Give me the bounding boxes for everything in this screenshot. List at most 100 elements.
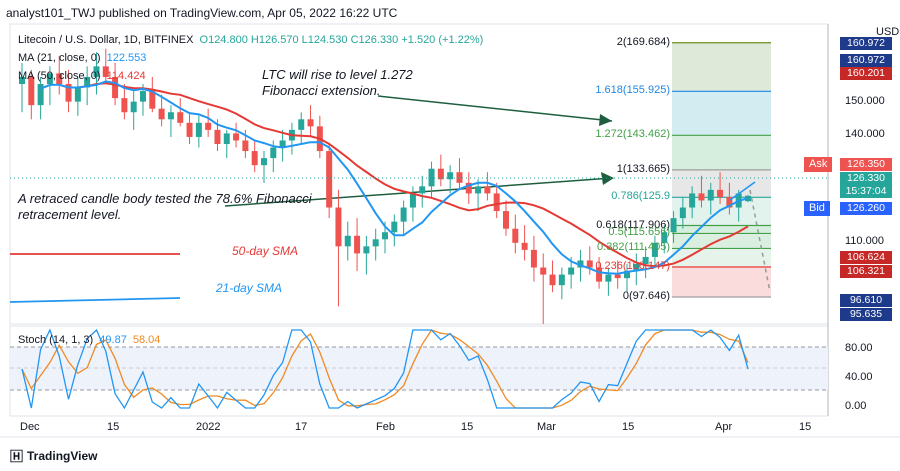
sma21-sample-line xyxy=(9,297,181,303)
candle-body xyxy=(382,232,388,240)
candle-body xyxy=(46,73,53,84)
time-tick: Apr xyxy=(715,421,732,433)
candle-body xyxy=(177,112,184,123)
time-tick: 15 xyxy=(622,421,634,433)
candle-body xyxy=(84,76,91,88)
projection-line xyxy=(749,189,771,293)
candle-body xyxy=(596,267,603,282)
fib-band xyxy=(672,91,771,136)
candle-body xyxy=(698,193,705,201)
ask-value: 126.350 xyxy=(840,158,892,171)
annotation-retrace: A retraced candle body tested the 78.6% … xyxy=(18,191,312,222)
time-axis: Dec 15 2022 17 Feb 15 Mar 15 Apr 15 xyxy=(20,421,811,433)
candle-body xyxy=(419,186,426,194)
publish-header: analyst101_TWJ published on TradingView.… xyxy=(6,6,398,20)
price-tick: 110.000 xyxy=(845,235,884,247)
ma50-value: 114.424 xyxy=(106,70,146,82)
candle-body xyxy=(558,274,565,286)
ask-label: Ask xyxy=(804,157,833,172)
candle-body xyxy=(503,211,509,229)
candle-body xyxy=(372,239,379,247)
tradingview-logo[interactable]: 🄷 TradingView xyxy=(10,446,97,465)
ohlc-values: O124.800 H126.570 L124.530 C126.330 +1.5… xyxy=(199,34,484,46)
candle-body xyxy=(661,232,668,243)
stoch-k-line xyxy=(21,328,749,410)
ma50-line xyxy=(58,82,749,268)
legend-ma50: MA (50, close, 0) 114.424 xyxy=(18,70,146,82)
stoch-d-value: 58.04 xyxy=(132,334,161,346)
price-badge: 160.972 xyxy=(840,54,892,67)
candle-body xyxy=(456,172,463,183)
candle-body xyxy=(521,242,528,250)
time-tick: Dec xyxy=(20,421,40,433)
annotation-rise: LTC will rise to level 1.272 Fibonacci e… xyxy=(262,67,413,98)
candle-body xyxy=(307,119,314,127)
stoch-d-line xyxy=(21,329,749,409)
candle-body xyxy=(568,267,575,275)
candle-body xyxy=(158,108,165,120)
fib-label: 0(97.646) xyxy=(622,290,670,302)
tradingview-wordmark: TradingView xyxy=(27,448,98,463)
fib-label: 1.272(143.462) xyxy=(595,128,670,141)
fib-zone xyxy=(672,42,771,298)
candle-body xyxy=(344,235,351,247)
candle-body xyxy=(447,172,454,180)
candle-body xyxy=(642,256,649,264)
bid-label: Bid xyxy=(804,201,830,216)
fib-band xyxy=(672,135,771,170)
candles xyxy=(19,48,751,324)
price-badge: 96.610 xyxy=(840,294,892,307)
price-badge: 106.624 xyxy=(840,251,892,264)
fib-label: 0.5(115.656) xyxy=(608,226,670,239)
fib-label: 1(133.665) xyxy=(616,162,670,175)
stoch-tick: 80.00 xyxy=(845,342,873,354)
stoch-label: Stoch (14, 1, 3) xyxy=(18,334,94,346)
ma21-line xyxy=(40,80,749,275)
candle-body xyxy=(223,133,230,144)
fib-label: 2(169.684) xyxy=(616,35,670,48)
candle-body xyxy=(28,76,35,106)
ma21-value: 122.553 xyxy=(106,52,147,64)
candle-body xyxy=(717,189,724,197)
candle-body xyxy=(624,271,630,279)
price-badge: 95.635 xyxy=(840,308,892,321)
legend-ma21: MA (21, close, 0) 122.553 xyxy=(18,52,146,64)
candle-body xyxy=(428,168,435,187)
candle-body xyxy=(679,207,686,219)
candle-body xyxy=(279,140,286,148)
candle-body xyxy=(605,274,612,282)
candle-body xyxy=(586,260,593,268)
candle-body xyxy=(484,186,491,194)
candle-body xyxy=(37,84,44,106)
candle-body xyxy=(214,129,221,144)
candle-body xyxy=(363,246,370,254)
candle-body xyxy=(391,221,398,233)
candle-body xyxy=(689,193,696,208)
candle-body xyxy=(102,66,109,77)
stoch-k-value: 49.87 xyxy=(99,334,127,346)
candle-body xyxy=(233,133,240,141)
candle-body xyxy=(56,73,63,84)
candle-body xyxy=(493,193,500,212)
ma21-extension xyxy=(729,181,756,201)
candle-body xyxy=(167,112,174,120)
legend-symbol: Litecoin / U.S. Dollar, 1D, BITFINEX O12… xyxy=(18,34,483,46)
annotation-lines xyxy=(9,95,614,303)
candle-body xyxy=(409,193,416,208)
candle-body xyxy=(465,182,472,194)
time-tick: Mar xyxy=(537,421,556,433)
candle-body xyxy=(195,122,202,137)
candle-body xyxy=(707,189,714,201)
candle-body xyxy=(205,122,212,130)
time-tick: 15 xyxy=(461,421,473,433)
currency-label[interactable]: USD xyxy=(876,26,900,38)
candle-body xyxy=(251,151,258,166)
fib-label: 1.618(155.925) xyxy=(595,84,670,97)
time-tick: 15 xyxy=(107,421,119,433)
candle-body xyxy=(670,218,677,233)
candle-body xyxy=(540,267,547,275)
candle-body xyxy=(577,260,584,268)
candle-body xyxy=(614,274,621,279)
candle-body xyxy=(512,228,519,243)
